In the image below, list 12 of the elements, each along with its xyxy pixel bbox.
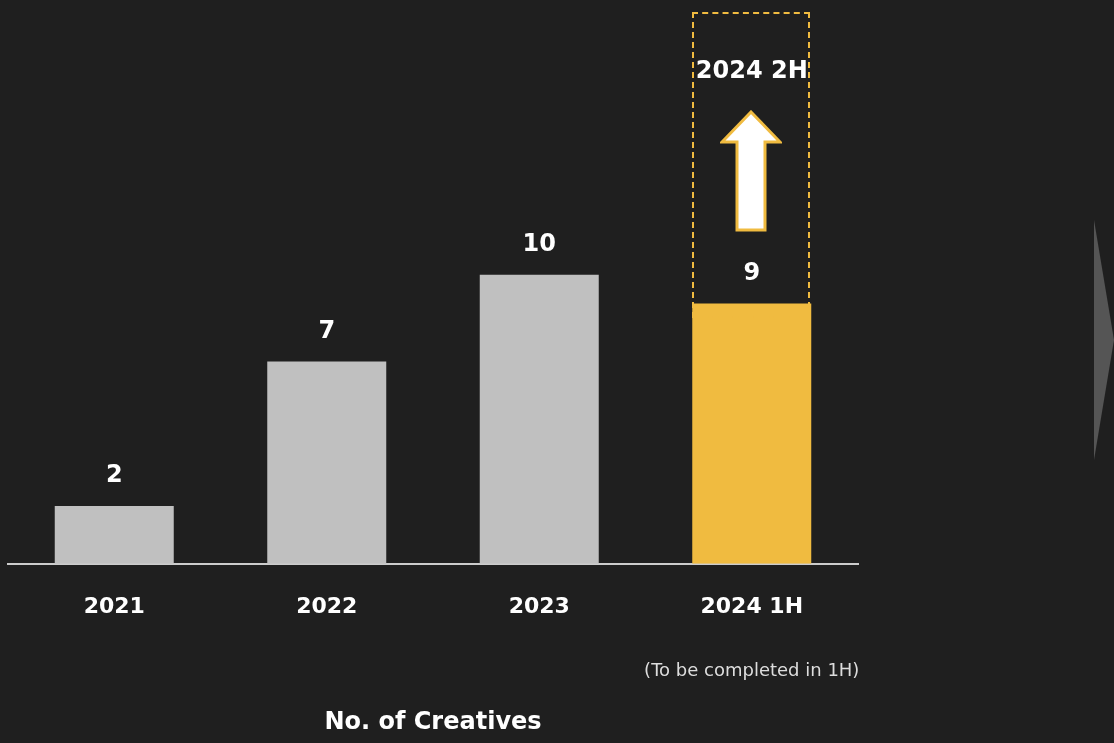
data-label: 2 [105, 460, 123, 489]
data-label: 7 [318, 315, 336, 344]
x-tick-label: 2023 [508, 592, 570, 618]
x-tick-label: 2021 [83, 592, 145, 618]
data-label: 10 [522, 228, 556, 257]
bar [692, 303, 812, 564]
x-axis-title: No. of Creatives [324, 706, 542, 735]
data-label: 9 [743, 257, 761, 286]
x-tick-label: 2022 [296, 592, 358, 618]
x-tick-label: 2024 1H [700, 592, 804, 618]
text: (To be completed in 1H) [644, 658, 860, 680]
text: 2024 2H [695, 56, 808, 85]
